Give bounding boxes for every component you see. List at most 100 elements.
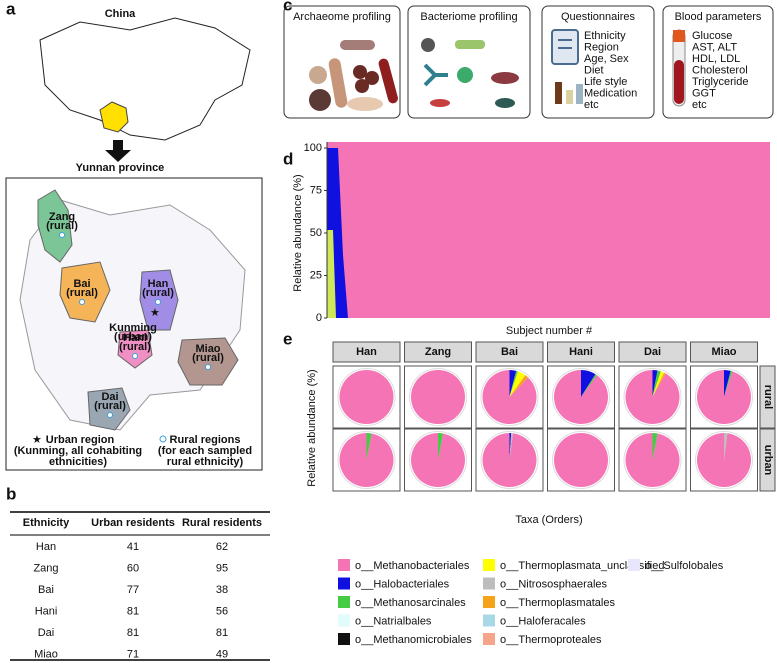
table-cell: 81 [216,627,228,639]
strip [547,341,615,363]
table-cell: 38 [216,584,228,596]
table-cell: Miao [34,648,58,660]
china-map [39,17,251,141]
pie-slice [581,370,596,397]
table-header: Ethnicity [23,517,70,529]
y-tick-label: 100 [304,142,322,154]
pie-ring [337,431,396,489]
rural-marker [159,435,167,443]
blood-tube-icon [672,29,686,107]
box-title: Blood parameters [675,11,762,23]
strip [475,341,544,363]
pie-slice [509,375,528,397]
legend-swatch [483,614,495,627]
legend-swatch [338,577,350,590]
pie-slice [509,433,512,460]
pie-slice [724,370,733,397]
legend-label: o__Thermoplasmata_unclassified [500,560,664,572]
pie-slice [438,433,444,460]
rural-marker [79,299,85,305]
pie-slice [553,370,608,425]
box-title: Bacteriome profiling [420,11,517,23]
pie-slice [652,370,658,397]
legend-label: o__Sulfolobales [645,560,724,572]
pie-ring [409,431,467,489]
pie-ring [480,368,539,426]
pie-slice [724,370,731,397]
box-item: Medication [584,87,637,99]
legend-swatch [338,559,350,571]
x-axis-label: Taxa (Orders) [515,514,582,526]
row-label: rural [762,385,774,409]
pie-slice [509,371,526,397]
minor-taxa-area [327,230,336,318]
pie-slice [509,370,518,397]
rural-marker [59,232,65,238]
region-name: Miao [195,343,220,355]
panel-label: a [6,0,16,18]
pie-slice [366,433,372,460]
pie-slice [411,370,465,424]
box-item: Age, Sex [584,53,629,65]
panel-bg [333,366,758,490]
box-item: Ethnicity [584,30,626,42]
box-item: Region [584,41,619,53]
y-tick-label: 25 [310,269,322,281]
legend-text: Rural regions [170,434,241,446]
column-label: Bai [501,346,518,358]
table-cell: 95 [216,562,228,574]
pie-slice [697,370,752,425]
pie-slice [652,371,664,397]
region-type: (rural) [94,400,126,412]
pie-ring [409,368,467,426]
province-label: Yunnan province [76,162,165,174]
pie-ring [480,431,539,489]
pie-slice [482,433,537,488]
pie-slice [724,433,728,460]
pie-ring [552,368,610,426]
region-miao [177,337,239,386]
pie-slice [339,433,394,487]
table-cell: 71 [127,648,139,660]
pie-slice [652,433,658,460]
box-item: GGT [692,87,716,99]
legend-text: rural ethnicity) [167,456,244,468]
y-tick-label: 50 [310,227,322,239]
urban-star: ★ [32,434,42,446]
legend-label: o__Methanosarcinales [355,597,466,609]
box-item: Diet [584,64,604,76]
table-cell: Dai [38,627,55,639]
legend-label: o__Thermoproteales [500,634,602,646]
column-label: Hani [569,346,593,358]
table-cell: Hani [35,605,58,617]
legend-label: o__Methanobacteriales [355,560,470,572]
box [407,5,531,119]
box-item: Triglyceride [692,76,748,88]
bacteria-icons [421,38,519,108]
rural-marker [155,299,161,305]
column-label: Dai [644,346,661,358]
box-item: Life style [584,76,627,88]
pie-slice [581,374,597,397]
pie-ring [623,431,682,489]
box [283,5,401,119]
region-type: (rural) [142,287,174,299]
legend-swatch [338,596,350,608]
pie-slice [410,433,465,487]
box-item: Glucose [692,30,732,42]
row-label: urban [762,445,774,476]
x-axis-label: Subject number # [506,325,593,337]
y-axis-label: Relative abundance (%) [306,369,318,486]
pie-slice [652,372,666,397]
rural-marker [205,364,211,370]
box-item: etc [692,99,707,111]
pie-slice [554,433,608,487]
yunnan-highlight [99,101,129,133]
strip [332,341,401,363]
panel-label: e [283,329,292,348]
panel-label: d [283,149,293,168]
pie-ring [623,368,682,426]
table-cell: 81 [127,627,139,639]
y-tick-label: 75 [310,184,322,196]
